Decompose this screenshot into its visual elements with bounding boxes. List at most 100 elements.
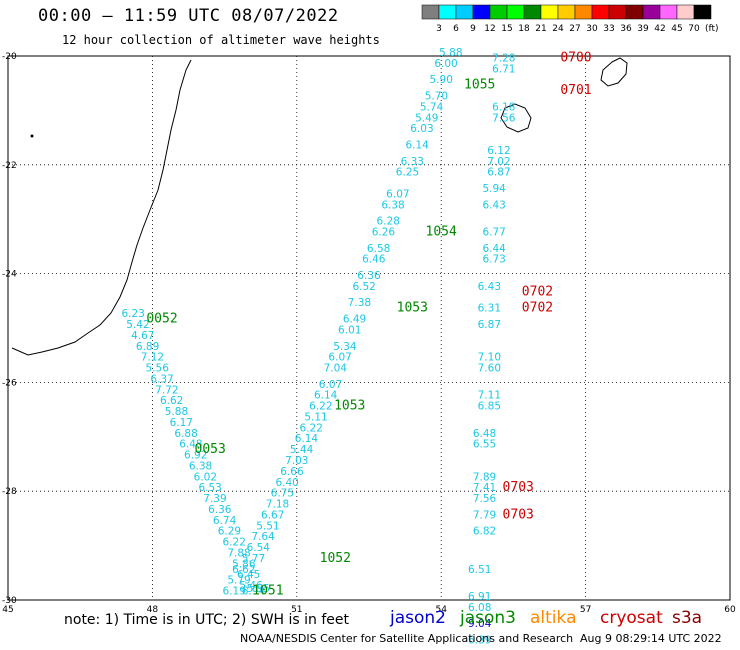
wave-height-value: 5.94 bbox=[482, 183, 506, 195]
colorbar-swatch bbox=[506, 4, 525, 20]
wave-height-value: 7.03 bbox=[285, 455, 308, 467]
wave-height-value: 5.86 bbox=[232, 558, 256, 570]
lat-tick-label: -28 bbox=[2, 487, 17, 497]
colorbar-label: 18 bbox=[518, 24, 530, 34]
wave-height-value: 6.23 bbox=[121, 308, 144, 320]
wave-height-value: 5.55 bbox=[247, 583, 270, 595]
colorbar-label: 21 bbox=[535, 24, 546, 34]
colorbar-swatch bbox=[676, 4, 695, 20]
wave-height-value: 6.36 bbox=[208, 504, 232, 516]
wave-height-value: 5.46 bbox=[239, 580, 263, 592]
wave-height-value: 6.67 bbox=[261, 509, 284, 521]
pass-time-label: 0701 bbox=[560, 83, 591, 98]
pass-time-label: 1053 bbox=[397, 301, 428, 316]
satellite-legend-jason3: jason3 bbox=[460, 608, 516, 628]
wave-height-value: 6.08 bbox=[468, 602, 491, 614]
colorbar-label: 27 bbox=[569, 24, 580, 34]
wave-height-value: 7.72 bbox=[155, 384, 178, 396]
wave-height-value: 5.90 bbox=[430, 74, 453, 86]
wave-height-value: 6.12 bbox=[487, 145, 510, 157]
wave-height-value: 6.55 bbox=[473, 439, 496, 451]
mauritius-island bbox=[600, 57, 628, 87]
wave-height-value: 7.04 bbox=[324, 363, 348, 375]
wave-height-value: 6.74 bbox=[213, 515, 237, 527]
colorbar-label: 12 bbox=[484, 24, 495, 34]
pass-time-label: 1052 bbox=[320, 551, 351, 566]
wave-height-value: 5.70 bbox=[425, 91, 448, 103]
lon-tick-label: 57 bbox=[580, 605, 591, 615]
wave-height-value: 6.17 bbox=[170, 417, 193, 429]
colorbar-swatch bbox=[608, 4, 627, 20]
wave-height-value: 6.48 bbox=[473, 428, 496, 440]
colorbar-label: 42 bbox=[654, 24, 665, 34]
wave-height-value: 6.88 bbox=[174, 428, 197, 440]
wave-height-value: 6.07 bbox=[319, 379, 342, 391]
wave-height-value: 6.58 bbox=[367, 243, 390, 255]
colorbar-swatch bbox=[693, 4, 712, 20]
wave-height-value: 6.14 bbox=[314, 390, 338, 402]
wave-height-value: 5.51 bbox=[256, 520, 279, 532]
wave-height-value: 6.85 bbox=[478, 401, 501, 413]
wave-height-tracks: 5.886.005.905.705.745.496.036.146.336.25… bbox=[121, 47, 515, 647]
colorbar-label: 9 bbox=[470, 24, 476, 34]
wave-height-value: 5.88 bbox=[439, 47, 462, 59]
wave-height-value: 6.45 bbox=[237, 569, 260, 581]
wave-height-value: 5.49 bbox=[415, 112, 438, 124]
wave-height-value: 6.44 bbox=[482, 243, 506, 255]
satellite-legend-altika: altika bbox=[530, 608, 577, 628]
colorbar-label: 70 bbox=[688, 24, 700, 34]
wave-height-value: 9.04 bbox=[468, 618, 492, 630]
colorbar-legend: 3 6 9 12 15 18 21 24 27 30 33 36 39 42 45 70 (ft) bbox=[421, 4, 719, 34]
pass-time-label: 0702 bbox=[522, 301, 553, 316]
colorbar-swatch bbox=[625, 4, 644, 20]
lat-lon-grid: 45 48 51 54 57 60 -20 -22 -24 -26 -28 -30 bbox=[2, 52, 736, 615]
wave-height-value: 5.34 bbox=[333, 341, 357, 353]
colorbar-swatch bbox=[659, 4, 678, 20]
wave-height-value: 6.92 bbox=[184, 450, 207, 462]
wave-height-value: 5.74 bbox=[420, 101, 444, 113]
wave-height-value: 7.38 bbox=[348, 297, 371, 309]
wave-height-value: 6.46 bbox=[362, 254, 386, 266]
pass-time-label: 0703 bbox=[503, 507, 534, 522]
wave-height-value: 6.51 bbox=[468, 564, 491, 576]
wave-height-value: 5.79 bbox=[227, 575, 250, 587]
wave-height-value: 7.88 bbox=[227, 547, 250, 559]
wave-height-value: 6.91 bbox=[468, 591, 491, 603]
wave-height-value: 6.26 bbox=[372, 227, 396, 239]
wave-height-value: 5.88 bbox=[165, 406, 188, 418]
pass-time-label: 0702 bbox=[522, 284, 553, 299]
wave-height-value: 7.60 bbox=[478, 363, 501, 375]
wave-height-value: 6.39 bbox=[468, 635, 491, 647]
wave-height-value: 6.33 bbox=[401, 156, 424, 168]
wave-height-value: 6.38 bbox=[189, 460, 212, 472]
wave-height-value: 6.07 bbox=[328, 352, 351, 364]
wave-height-value: 6.82 bbox=[473, 526, 496, 538]
colorbar-label: 3 bbox=[436, 24, 442, 34]
wave-height-value: 6.18 bbox=[492, 101, 515, 113]
wave-height-value: 6.19 bbox=[223, 586, 246, 598]
pass-time-label: 0053 bbox=[195, 442, 226, 457]
colorbar-label: 39 bbox=[637, 24, 649, 34]
wave-height-value: 6.28 bbox=[377, 216, 400, 228]
wave-height-value: 6.71 bbox=[492, 63, 515, 75]
wave-height-value: 6.62 bbox=[160, 395, 183, 407]
satellite-legend-s3a: s3a bbox=[672, 608, 703, 628]
wave-height-value: 7.64 bbox=[251, 531, 275, 543]
wave-height-value: 7.18 bbox=[266, 499, 289, 511]
colorbar-label: 36 bbox=[620, 24, 632, 34]
map-title: 00:00 – 11:59 UTC 08/07/2022 bbox=[38, 6, 339, 26]
wave-height-value: 7.39 bbox=[203, 493, 226, 505]
pass-time-label: 0703 bbox=[503, 480, 534, 495]
wave-height-value: 5.44 bbox=[290, 444, 314, 456]
wave-height-value: 5.42 bbox=[126, 319, 149, 331]
wave-height-value: 6.53 bbox=[198, 482, 221, 494]
credit-timestamp: Aug 9 08:29:14 UTC 2022 bbox=[580, 632, 722, 645]
pass-labels: 0700 0701 1055 1054 0702 0702 1053 0052 1053 0053… bbox=[146, 50, 591, 598]
wave-height-value: 6.40 bbox=[275, 477, 298, 489]
pass-time-label: 1051 bbox=[252, 584, 283, 599]
lon-tick-label: 54 bbox=[435, 605, 447, 615]
colorbar-label: 24 bbox=[552, 24, 564, 34]
wave-height-value: 6.14 bbox=[405, 139, 429, 151]
wave-height-value: 6.36 bbox=[357, 270, 381, 282]
